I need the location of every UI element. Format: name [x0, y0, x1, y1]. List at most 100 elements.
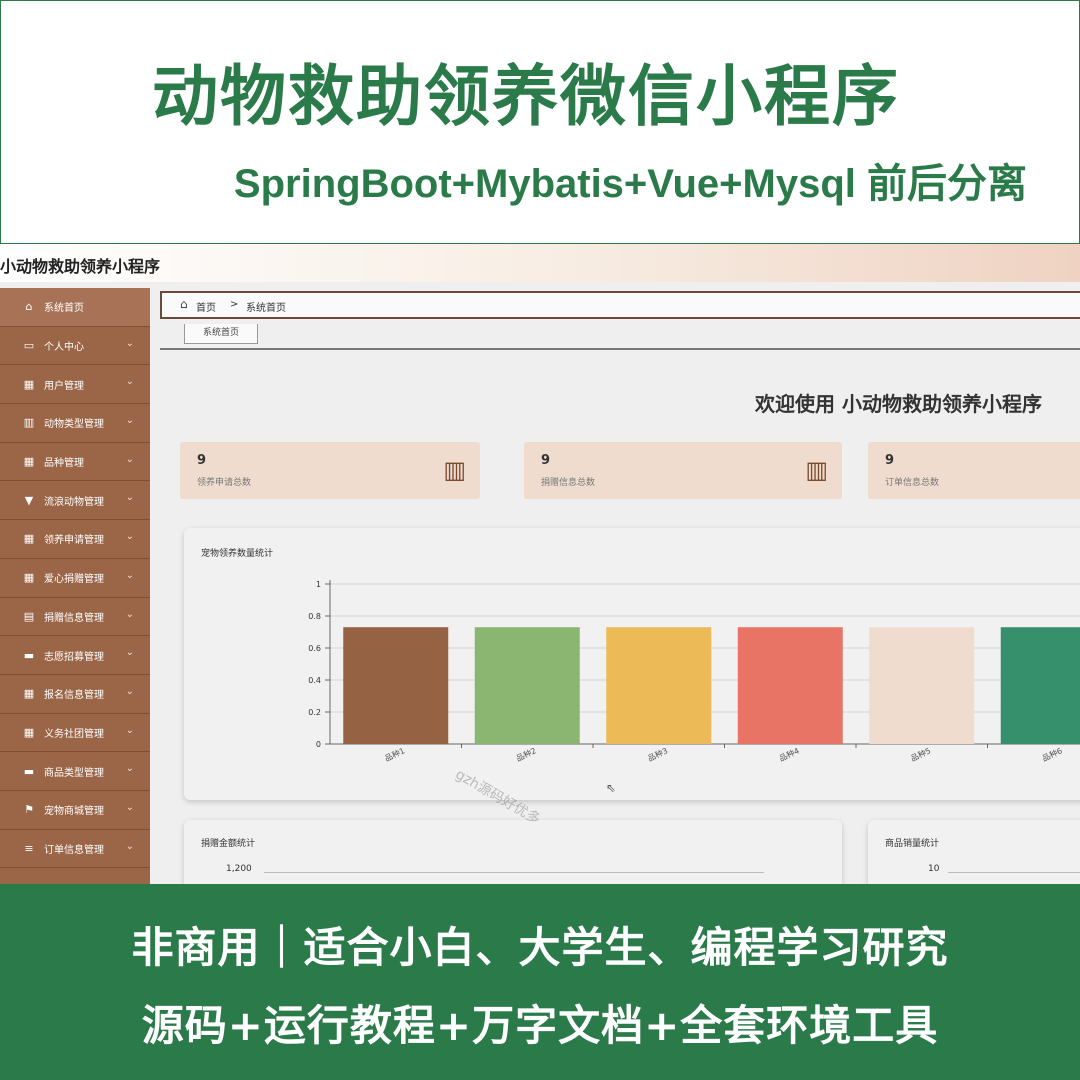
stat-card-adoption: 9 领养申请总数 ▥: [180, 442, 480, 499]
sidebar-item-label: 流浪动物管理: [44, 496, 104, 508]
bar: [737, 627, 843, 744]
y-tick-label: 0.4: [308, 676, 321, 685]
flag-icon: ⚑: [24, 803, 34, 817]
y-tick-label: 10: [928, 864, 940, 874]
stat-card-orders: 9 订单信息总数: [868, 442, 1080, 499]
x-tick-label: 品种3: [646, 745, 669, 763]
adoption-chart-card: 宠物领养数量统计 0 0.2 0.4 0.6 0.8 1 品种1 品种2 品种3 品种4 品种5 品种…: [184, 528, 1080, 800]
sidebar-item-label: 系统首页: [44, 303, 84, 315]
banner-title: 动物救助领养微信小程序: [152, 58, 900, 135]
grid-icon: ▦: [23, 725, 35, 739]
y-tick-label: 0.8: [308, 612, 321, 621]
sidebar-item[interactable]: ▦ 领养申请管理 ⌄: [0, 520, 150, 559]
y-tick-label: 0.2: [308, 708, 321, 717]
sidebar-item-label: 品种管理: [44, 458, 84, 470]
sidebar-item-label: 宠物商城管理: [44, 806, 104, 818]
chevron-down-icon: ⌄: [125, 453, 134, 465]
breadcrumb-home[interactable]: 首页: [196, 303, 216, 314]
sidebar-item[interactable]: ▦ 用户管理 ⌄: [0, 365, 150, 405]
sidebar-item[interactable]: ▬ 志愿招募管理 ⌄: [0, 636, 150, 675]
sidebar: ⌂ 系统首页 ▭ 个人中心 ⌄ ▦ 用户管理 ⌄ ▥ 动物类型管理 ⌄ ▦ 品种管理 ⌄ ▼ 流浪动物管理 ⌄ ▦…: [0, 288, 150, 884]
y-tick-label: 0: [316, 740, 321, 749]
sidebar-item[interactable]: ⌂ 系统首页: [0, 288, 150, 327]
sales-chart-card: 商品销量统计 10: [868, 820, 1080, 884]
sidebar-item[interactable]: ▦ 义务社团管理 ⌄: [0, 714, 150, 753]
breadcrumb: ⌂ 首页 > 系统首页: [160, 291, 1080, 319]
monitor-icon: ▬: [23, 764, 35, 778]
chevron-down-icon: ⌄: [125, 685, 134, 697]
stat-value: 9: [885, 453, 895, 468]
tab-home[interactable]: 系统首页: [184, 324, 258, 344]
stat-label: 领养申请总数: [197, 478, 252, 488]
app-title: 小动物救助领养小程序: [0, 257, 161, 276]
sidebar-item[interactable]: ▥ 动物类型管理 ⌄: [0, 404, 150, 443]
sidebar-item-label: 爱心捐赠管理: [44, 574, 104, 586]
sidebar-item[interactable]: ▦ 爱心捐赠管理 ⌄: [0, 559, 150, 598]
bottom-banner: 非商用｜适合小白、大学生、编程学习研究 源码+运行教程+万字文档+全套环境工具: [0, 884, 1080, 1080]
grid-icon: ▦: [23, 377, 35, 391]
donation-chart-card: 捐赠金额统计 1,200: [184, 820, 842, 884]
welcome-heading: 欢迎使用 小动物救助领养小程序: [755, 392, 1042, 416]
bar: [343, 627, 449, 744]
sidebar-item[interactable]: ▦ 品种管理 ⌄: [0, 443, 150, 482]
breadcrumb-current: 系统首页: [246, 303, 286, 314]
home-icon[interactable]: ⌂: [180, 297, 188, 311]
sidebar-item-label: 志愿招募管理: [44, 651, 104, 663]
tab-divider: [160, 348, 1080, 350]
chevron-down-icon: ⌄: [125, 569, 134, 581]
chevron-down-icon: ⌄: [125, 801, 134, 813]
card-icon: ▭: [23, 339, 35, 353]
table-icon: ▤: [23, 609, 35, 623]
adoption-bar-chart: 0 0.2 0.4 0.6 0.8 1 品种1 品种2 品种3 品种4 品种5 品种6: [308, 580, 1080, 763]
chevron-down-icon: ⌄: [125, 608, 134, 620]
sidebar-item-label: 商品类型管理: [44, 767, 104, 779]
chevron-down-icon: ⌄: [125, 724, 134, 736]
y-tick-label: 0.6: [308, 644, 321, 653]
stat-value: 9: [541, 453, 551, 468]
breadcrumb-separator: >: [230, 299, 239, 310]
card-icon: ▬: [23, 648, 35, 662]
sidebar-item[interactable]: ▼ 流浪动物管理 ⌄: [0, 481, 150, 521]
bar-chart-icon: ▥: [805, 456, 828, 484]
pin-icon: ▼: [24, 493, 34, 507]
stat-label: 捐赠信息总数: [541, 478, 596, 488]
sidebar-item-label: 义务社团管理: [44, 728, 104, 740]
grid-icon: ▦: [23, 571, 35, 585]
bar-chart-icon: ▥: [23, 416, 35, 430]
app-header: 小动物救助领养小程序: [0, 244, 1080, 282]
banner-line-1: 非商用｜适合小白、大学生、编程学习研究: [131, 923, 949, 972]
sidebar-item[interactable]: ▭ 个人中心 ⌄: [0, 327, 150, 366]
bar: [869, 627, 975, 744]
sidebar-item-label: 动物类型管理: [44, 419, 104, 431]
x-tick-label: 品种4: [777, 745, 800, 763]
chevron-down-icon: ⌄: [125, 531, 134, 543]
sidebar-item-label: 报名信息管理: [44, 690, 104, 702]
y-tick-label: 1,200: [226, 864, 252, 874]
gridline: [948, 872, 1080, 873]
sidebar-item-label: 订单信息管理: [44, 844, 104, 856]
chevron-down-icon: ⌄: [125, 763, 134, 775]
bar: [606, 627, 712, 744]
chevron-down-icon: ⌄: [125, 415, 134, 427]
sidebar-item[interactable]: ▤ 捐赠信息管理 ⌄: [0, 598, 150, 637]
sidebar-item[interactable]: ⚑ 宠物商城管理 ⌄: [0, 791, 150, 830]
chevron-down-icon: ⌄: [125, 376, 134, 388]
grid-icon: ▦: [23, 455, 35, 469]
banner-subtitle: SpringBoot+Mybatis+Vue+Mysql 前后分离: [233, 162, 1027, 206]
stat-card-donation: 9 捐赠信息总数 ▥: [524, 442, 842, 499]
gridline: [264, 872, 764, 873]
chevron-down-icon: ⌄: [125, 492, 134, 504]
x-tick-label: 品种2: [514, 745, 537, 763]
stat-label: 订单信息总数: [885, 478, 940, 488]
app-window: 小动物救助领养小程序 ⌂ 系统首页 ▭ 个人中心 ⌄ ▦ 用户管理 ⌄ ▥ 动物类型管理 ⌄ ▦ 品种管…: [0, 244, 1080, 884]
x-tick-label: 品种5: [909, 745, 932, 763]
chevron-down-icon: ⌄: [125, 647, 134, 659]
chevron-down-icon: ⌄: [125, 840, 134, 852]
bar: [474, 627, 580, 744]
sidebar-item[interactable]: ▦ 报名信息管理 ⌄: [0, 675, 150, 714]
banner-line-2: 源码+运行教程+万字文档+全套环境工具: [141, 1001, 939, 1050]
list-icon: ≡: [24, 841, 34, 855]
sidebar-item[interactable]: ≡ 订单信息管理 ⌄: [0, 830, 150, 869]
sidebar-item[interactable]: ▬ 商品类型管理 ⌄: [0, 752, 150, 791]
top-banner: 动物救助领养微信小程序 SpringBoot+Mybatis+Vue+Mysql…: [0, 0, 1080, 244]
